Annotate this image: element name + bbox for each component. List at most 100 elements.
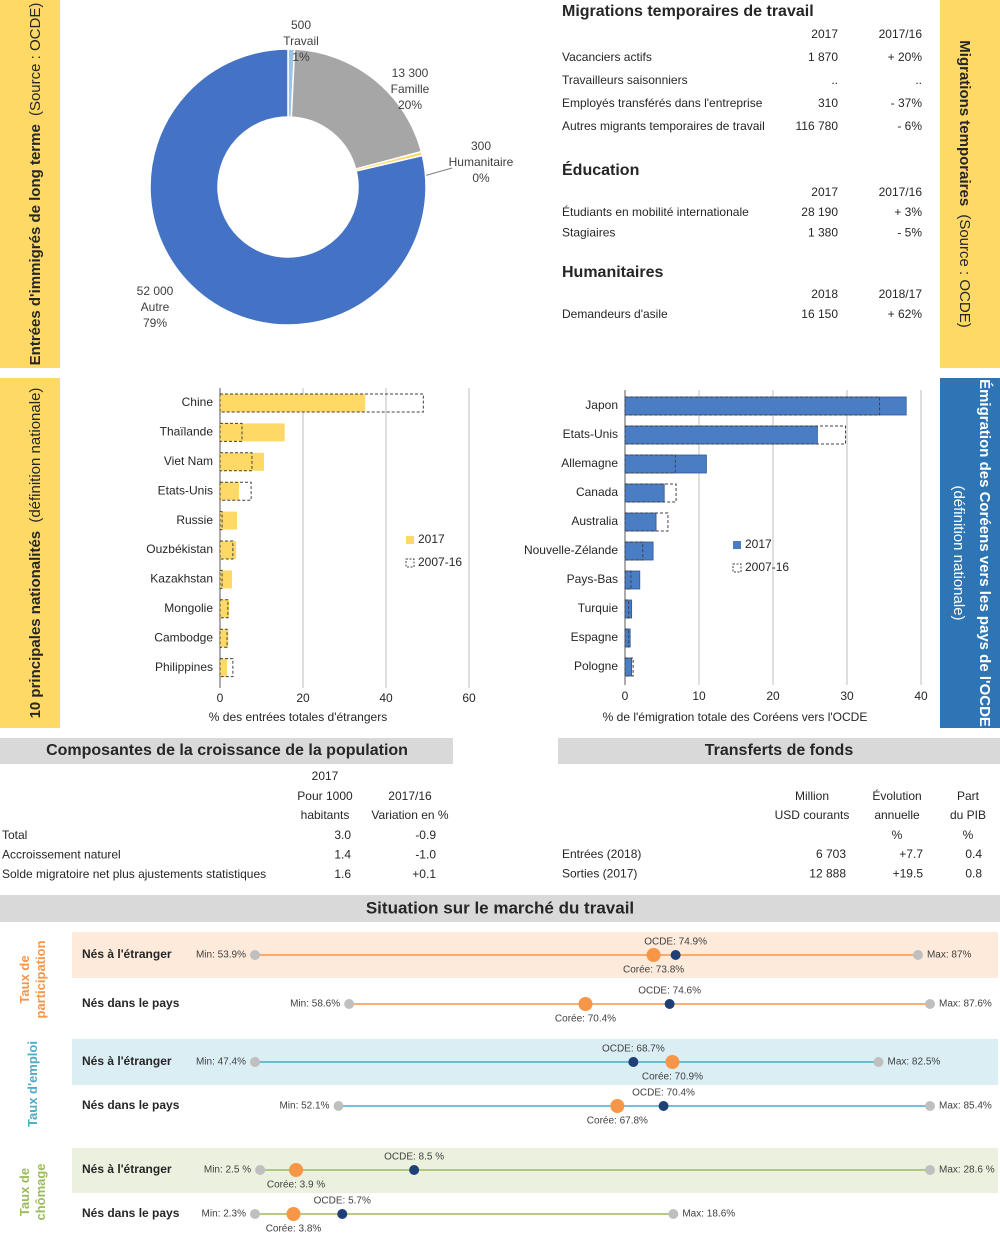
oecd-label: OCDE: 70.4% xyxy=(632,1088,695,1099)
donut-segment xyxy=(149,48,427,326)
korea-dot xyxy=(286,1207,301,1221)
max-dot xyxy=(925,1101,935,1111)
legend-label: 2017 xyxy=(745,537,772,551)
cell: + 3% xyxy=(894,205,922,219)
x-tick-label: 30 xyxy=(840,689,854,703)
column-header: 2018/17 xyxy=(879,287,923,301)
data-label: 0% xyxy=(472,171,490,185)
column-header: USD courants xyxy=(775,808,850,822)
cell: -0.9 xyxy=(415,828,436,842)
column-header: Part xyxy=(957,789,980,803)
bar xyxy=(220,541,237,559)
group-label-line: Taux de xyxy=(17,955,32,1003)
korea-label: Corée: 67.8% xyxy=(587,1116,648,1127)
cell: 28 190 xyxy=(801,205,838,219)
y-tick-label: Viet Nam xyxy=(164,454,213,468)
oecd-label: OCDE: 74.9% xyxy=(644,937,707,948)
min-label: Min: 2.3% xyxy=(202,1209,247,1220)
bar-outline xyxy=(624,425,847,445)
section-title: Humanitaires xyxy=(562,264,663,281)
cell: 1 380 xyxy=(808,226,838,240)
column-header: % xyxy=(892,828,903,842)
cell: + 62% xyxy=(888,307,923,321)
panel-label: Migrations temporaires (Source : OCDE) xyxy=(956,40,973,327)
bar xyxy=(220,394,366,412)
column-header: Million xyxy=(795,789,829,803)
column-header: % xyxy=(963,828,974,842)
y-tick-label: Allemagne xyxy=(561,456,618,470)
bar-outline xyxy=(219,481,252,501)
section-header xyxy=(0,895,1000,922)
y-tick-label: Etats-Unis xyxy=(158,483,213,497)
data-label: 300 xyxy=(471,139,491,153)
oecd-label: OCDE: 68.7% xyxy=(602,1044,665,1055)
group-label-line: Taux d'emploi xyxy=(25,1041,40,1127)
cell: 1 870 xyxy=(808,50,838,64)
y-tick-label: Mongolie xyxy=(164,601,213,615)
panel-band xyxy=(940,0,1000,368)
cell: 6 703 xyxy=(816,847,846,861)
cell: +19.5 xyxy=(893,867,924,881)
group-label-line: participation xyxy=(33,940,48,1018)
data-label: 52 000 xyxy=(137,284,174,298)
row-label: Demandeurs d'asile xyxy=(562,307,668,321)
y-tick-label: Australia xyxy=(571,514,618,528)
row-label: Solde migratoire net plus ajustements st… xyxy=(2,867,266,881)
cell: +7.7 xyxy=(899,847,923,861)
bar-outline xyxy=(219,658,234,678)
bar xyxy=(220,423,285,442)
bar xyxy=(624,570,641,590)
row-label: Nés à l'étranger xyxy=(82,947,172,961)
bar-outline xyxy=(219,422,243,442)
row-label: Employés transférés dans l'entreprise xyxy=(562,96,763,110)
section-title: Transferts de fonds xyxy=(705,742,854,759)
y-tick-label: Cambodge xyxy=(154,630,213,644)
bar xyxy=(624,512,657,532)
row-label: Stagiaires xyxy=(562,226,615,240)
row-label: Nés à l'étranger xyxy=(82,1162,172,1176)
max-label: Max: 85.4% xyxy=(939,1101,992,1112)
bar xyxy=(624,628,631,648)
max-dot xyxy=(925,1165,935,1175)
section-header xyxy=(558,738,1000,764)
column-header: du PIB xyxy=(950,808,986,822)
group-label: Taux departicipation xyxy=(17,940,48,1018)
category-label: Famille xyxy=(391,82,430,96)
bar-outline xyxy=(624,396,881,416)
bar xyxy=(220,658,228,677)
cell: 1.6 xyxy=(334,867,351,881)
section-title: Migrations temporaires de travail xyxy=(562,3,814,20)
max-dot xyxy=(912,950,923,960)
min-dot xyxy=(344,999,355,1009)
column-header: 2017/16 xyxy=(879,27,923,41)
group-label-line: Taux de xyxy=(17,1168,32,1216)
row-label: Étudiants en mobilité internationale xyxy=(562,204,749,219)
panel-band xyxy=(0,378,60,728)
panel-band xyxy=(940,378,1000,728)
bar-outline xyxy=(219,452,253,472)
data-label: 1% xyxy=(292,50,310,64)
row-label: Nés dans le pays xyxy=(82,1206,180,1220)
max-label: Max: 87% xyxy=(927,950,972,961)
section-header xyxy=(0,738,453,764)
x-axis-label: % des entrées totales d'étrangers xyxy=(209,710,387,724)
bar xyxy=(624,396,907,416)
x-tick-label: 20 xyxy=(766,689,780,703)
column-header: Variation en % xyxy=(371,808,448,822)
cell: 16 150 xyxy=(801,307,838,321)
cell: 12 888 xyxy=(809,867,846,881)
korea-dot xyxy=(610,1099,625,1113)
y-tick-label: Chine xyxy=(182,395,214,409)
bar xyxy=(220,511,238,530)
cell: - 6% xyxy=(897,119,922,133)
group-label-line: chômage xyxy=(33,1163,48,1220)
korea-dot xyxy=(289,1163,304,1177)
min-label: Min: 58.6% xyxy=(290,999,340,1010)
min-label: Min: 2.5 % xyxy=(204,1165,251,1176)
row-label: Total xyxy=(2,828,27,842)
panel-title: Migrations temporaires xyxy=(956,40,973,206)
data-label: 79% xyxy=(143,316,167,330)
y-tick-label: Philippines xyxy=(155,660,213,674)
max-label: Max: 18.6% xyxy=(682,1209,735,1220)
bar-outline xyxy=(219,511,223,531)
